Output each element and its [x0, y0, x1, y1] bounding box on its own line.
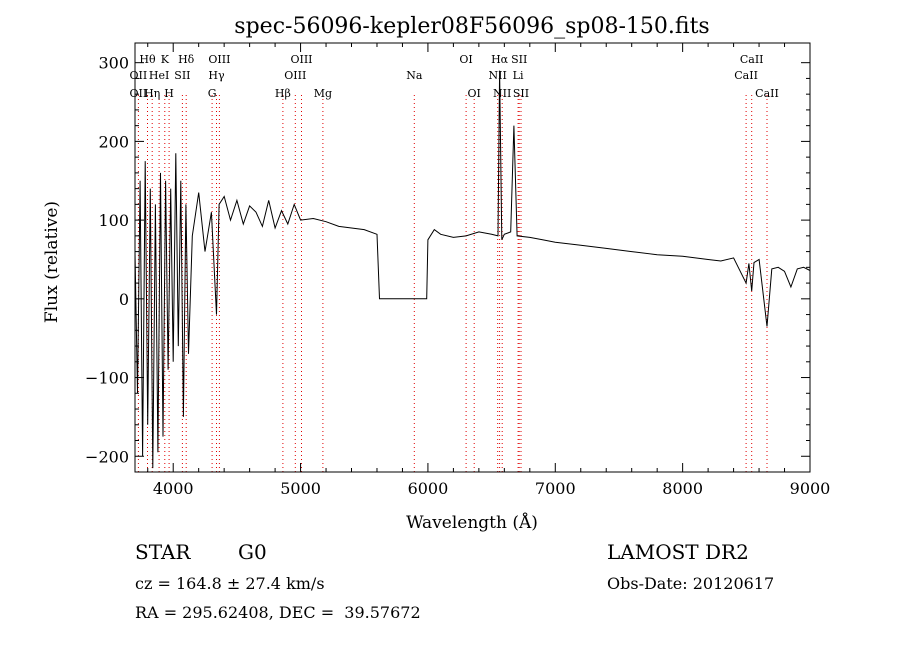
y-tick-label: 100: [98, 211, 129, 230]
spectral-line-label: K: [161, 53, 170, 66]
x-tick-label: 7000: [535, 479, 576, 498]
spectral-line-label: Hα: [491, 53, 509, 66]
spectral-line-label: Mg: [314, 87, 332, 100]
y-tick-label: 300: [98, 54, 129, 73]
spectral-line-label: SII: [511, 53, 527, 66]
spectral-line-label: Hβ: [275, 87, 291, 100]
y-tick-label: 0: [119, 290, 129, 309]
y-tick-label: −100: [85, 369, 129, 388]
x-tick-label: 6000: [408, 479, 449, 498]
object-subclass: G0: [238, 540, 267, 564]
x-tick-label: 9000: [790, 479, 831, 498]
plot-frame: [134, 42, 811, 473]
spectral-line-label: CaII: [734, 69, 758, 82]
x-axis-label: Wavelength (Å): [406, 512, 538, 533]
y-axis-label: Flux (relative): [42, 201, 62, 323]
x-tick-label: 8000: [662, 479, 703, 498]
spectral-line-label: Hδ: [178, 53, 195, 66]
redshift-velocity: cz = 164.8 ± 27.4 km/s: [135, 574, 325, 593]
spectral-line-label: NII: [489, 69, 507, 82]
spectral-line-label: Hγ: [208, 69, 225, 82]
spectral-line-label: SII: [513, 87, 529, 100]
spectral-line-label: OII: [130, 69, 148, 82]
spectrum-line: [134, 70, 811, 469]
y-tick-label: −200: [85, 447, 129, 466]
spectral-line-label: HeI: [149, 69, 169, 82]
spectral-line-label: G: [208, 87, 217, 100]
spectral-line-label: OIII: [284, 69, 306, 82]
observation-date: Obs-Date: 20120617: [607, 574, 775, 593]
spectral-line-label: Li: [513, 69, 524, 82]
spectral-line-label: OIII: [290, 53, 312, 66]
spectral-line-label: OII: [130, 87, 148, 100]
spectral-line-label: SII: [174, 69, 190, 82]
x-tick-label: 5000: [280, 479, 321, 498]
spectral-line-label: OIII: [208, 53, 230, 66]
spectral-line-label: Hθ: [139, 53, 156, 66]
emission-line-markers: [137, 95, 768, 472]
spectral-line-label: CaII: [740, 53, 764, 66]
spectral-line-label: H: [164, 87, 174, 100]
spectral-line-label: OI: [459, 53, 472, 66]
object-class: STAR: [135, 540, 191, 564]
x-tick-label: 4000: [153, 479, 194, 498]
ra-dec-coordinates: RA = 295.62408, DEC = 39.57672: [135, 603, 421, 622]
axis-ticks: 4000 5000 6000 7000 8000 9000 −200 −100 0 100 200 3…: [85, 43, 830, 498]
spectral-line-label: Na: [406, 69, 423, 82]
spectrum-series: [134, 70, 811, 469]
chart-title: spec-56096-kepler08F56096_sp08-150.fits: [234, 14, 709, 39]
spectral-line-label: OI: [468, 87, 481, 100]
y-tick-label: 200: [98, 132, 129, 151]
spectral-line-label: NII: [493, 87, 511, 100]
spectral-line-label: Hη: [144, 87, 160, 100]
spectral-line-label: CaII: [755, 87, 779, 100]
survey-name: LAMOST DR2: [607, 540, 749, 564]
